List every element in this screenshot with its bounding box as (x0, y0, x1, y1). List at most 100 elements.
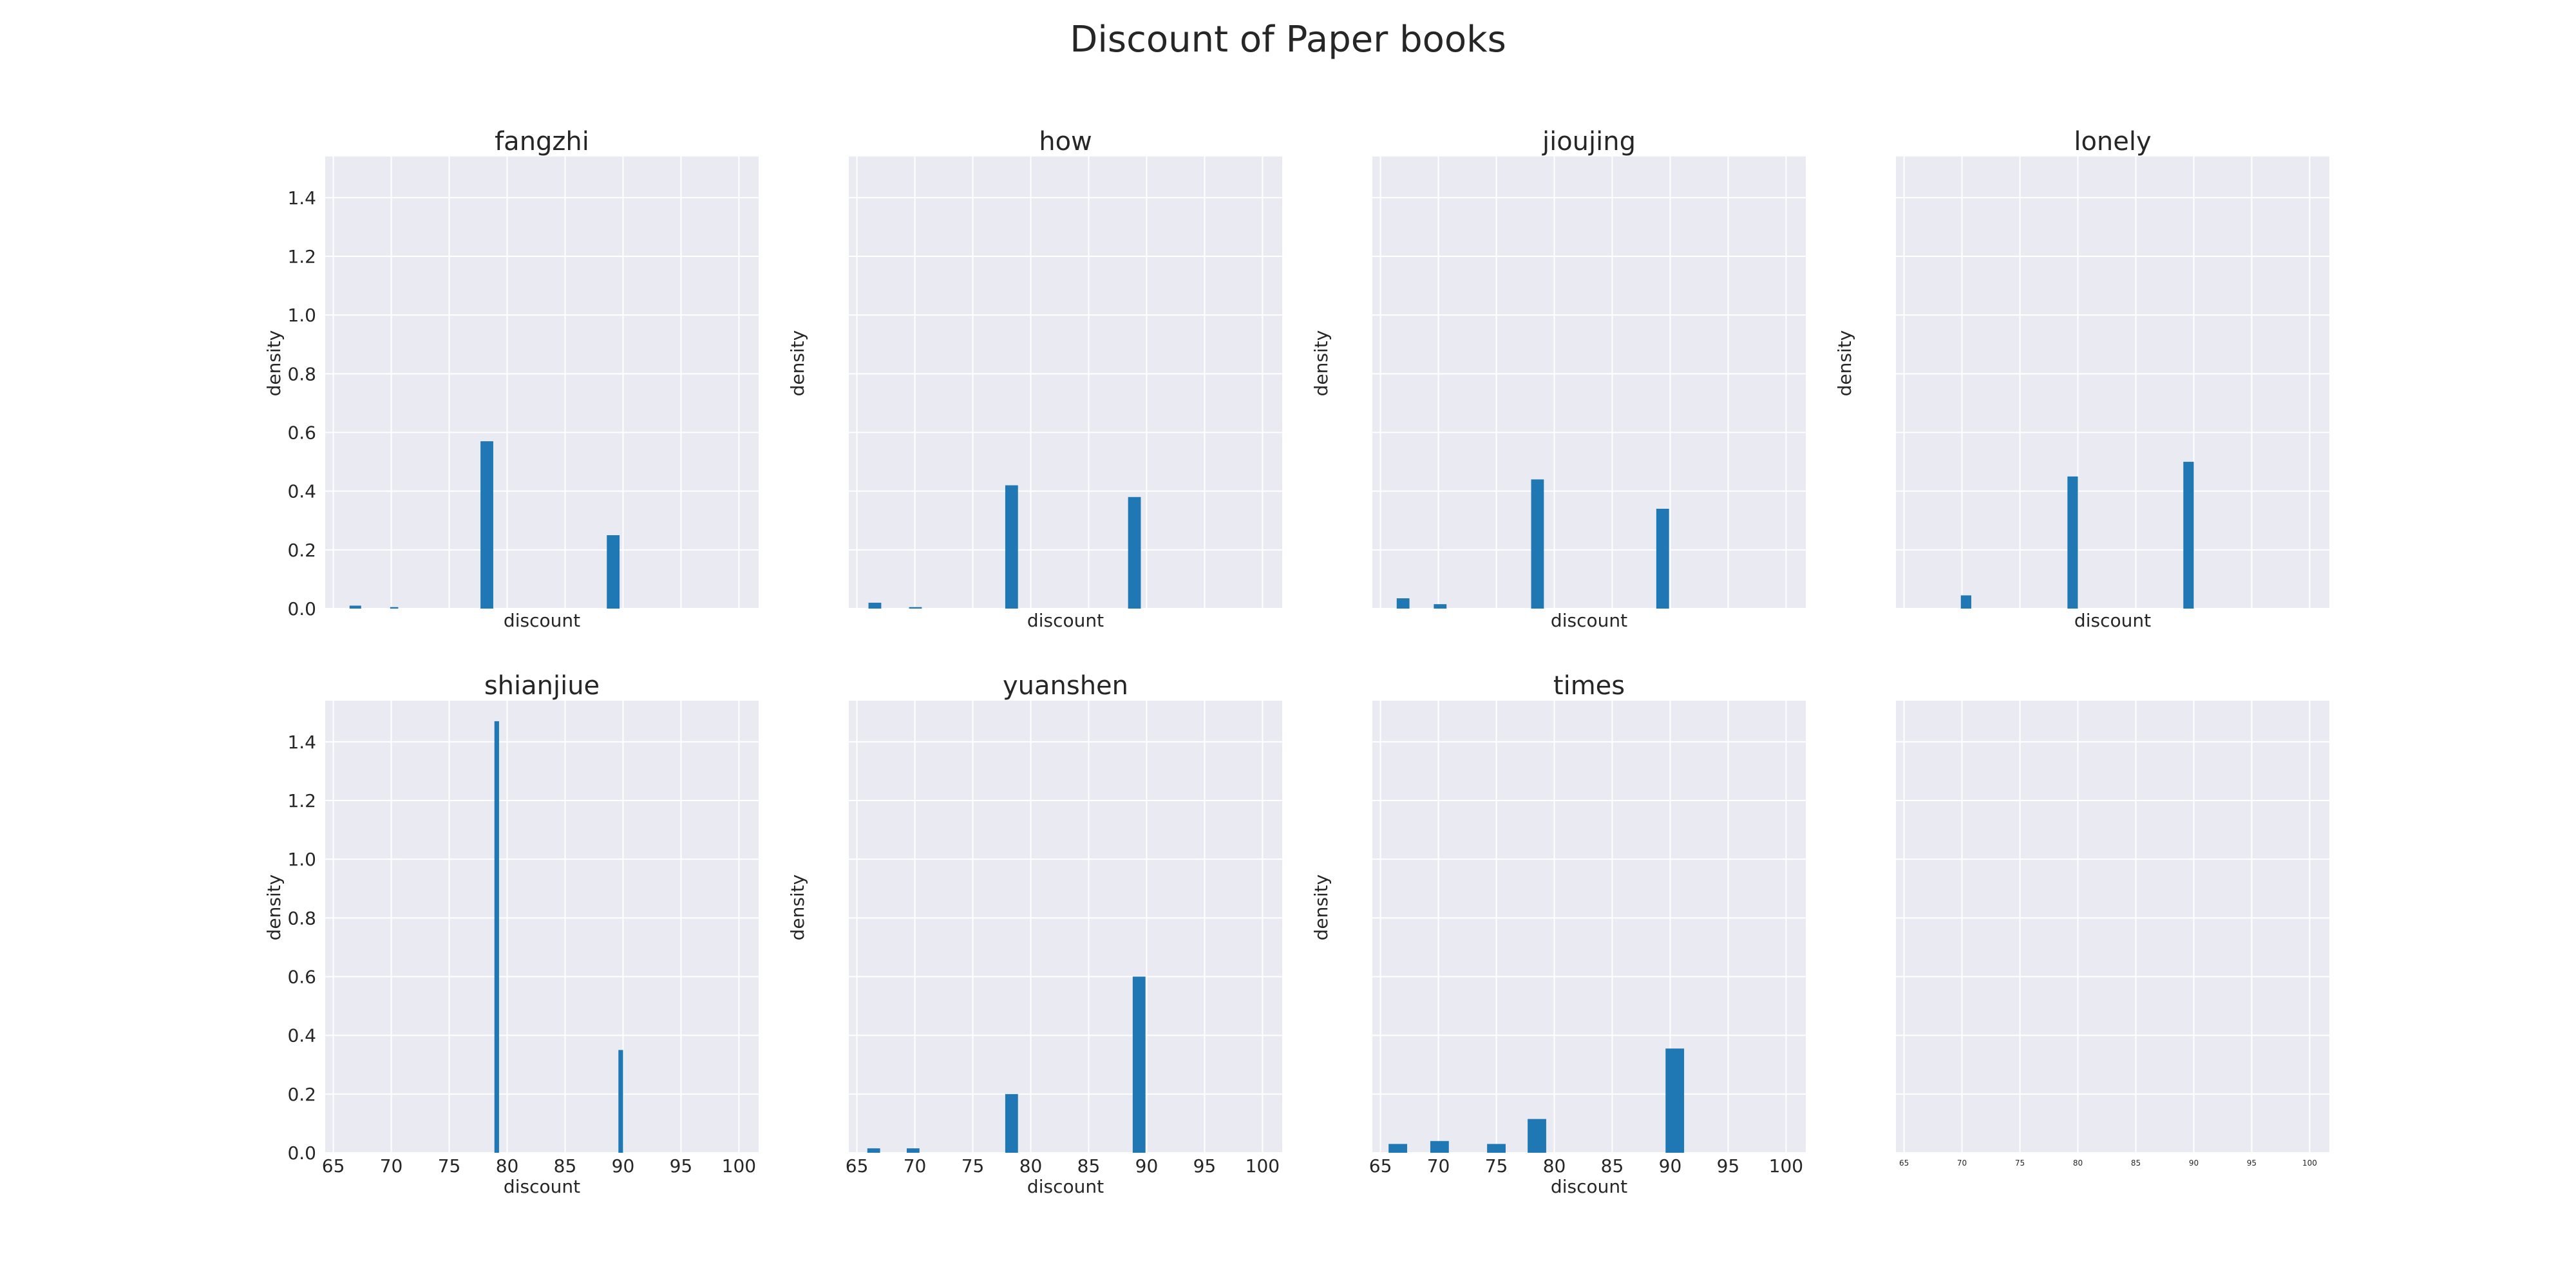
panel-1: how discount density (787, 127, 1282, 631)
panel-title: fangzhi (495, 127, 589, 156)
x-tick-label: 65 (1369, 1155, 1392, 1177)
y-tick-label: 0.8 (287, 363, 316, 384)
x-tick-label: 85 (1601, 1155, 1624, 1177)
x-tick-label: 95 (1193, 1155, 1217, 1177)
x-tick-label: 80 (496, 1155, 519, 1177)
x-tick-label: 85 (1077, 1155, 1101, 1177)
panel-7: 65 70 75 80 85 90 95 100 (1896, 701, 2329, 1168)
bar (1396, 598, 1410, 609)
plot-area (325, 156, 759, 609)
x-axis-label: discount (1027, 610, 1104, 631)
y-tick-label: 1.0 (287, 305, 316, 326)
bar (349, 605, 361, 609)
bar (1531, 479, 1544, 609)
x-tick-label: 75 (2015, 1159, 2025, 1168)
plot-area (849, 156, 1282, 609)
bar (2067, 476, 2078, 609)
plot-area (1896, 701, 2329, 1153)
y-axis-label: density (1311, 330, 1332, 397)
bar (906, 1148, 920, 1153)
bar (1430, 1141, 1449, 1153)
plot-area (1896, 156, 2329, 609)
plot-area (1372, 701, 1806, 1153)
bar (1656, 509, 1669, 609)
bar (867, 1148, 880, 1153)
x-axis-label: discount (2074, 610, 2151, 631)
x-tick-label: 95 (670, 1155, 693, 1177)
bar (1128, 497, 1141, 609)
x-tick-label: 90 (1135, 1155, 1159, 1177)
bar (909, 607, 922, 609)
bar (494, 721, 499, 1153)
y-axis-label: density (787, 330, 808, 397)
x-tick-label: 65 (846, 1155, 869, 1177)
bar (1665, 1048, 1685, 1153)
plot-area (1372, 156, 1806, 609)
panel-title: how (1039, 127, 1092, 156)
x-tick-label: 90 (2189, 1159, 2199, 1168)
panel-4: shianjiue discount density 65 70 75 80 85 90 95 10… (263, 671, 759, 1197)
y-axis-label: density (263, 875, 285, 941)
y-tick-label: 0.2 (287, 540, 316, 561)
y-tick-label: 0.4 (287, 481, 316, 502)
panel-title: jioujing (1542, 127, 1636, 156)
y-tick-label: 0.6 (287, 966, 316, 987)
x-axis-label: discount (504, 610, 580, 631)
panel-0: fangzhi discount density 0.0 0.2 0.4 0.6 0.8 1.0… (263, 127, 759, 631)
bar (1005, 1094, 1018, 1153)
y-axis-label: density (1311, 875, 1332, 941)
y-tick-label: 0.6 (287, 422, 316, 443)
y-axis-label: density (263, 330, 285, 397)
panel-title: lonely (2074, 127, 2151, 156)
x-tick-label: 100 (722, 1155, 756, 1177)
bar (607, 535, 620, 609)
y-tick-label: 0.4 (287, 1025, 316, 1046)
y-tick-label: 0.2 (287, 1084, 316, 1105)
y-tick-label: 0.0 (287, 598, 316, 620)
y-tick-label: 0.0 (287, 1142, 316, 1164)
small-multiples: fangzhi discount density 0.0 0.2 0.4 0.6 0.8 1.0… (263, 127, 2329, 1197)
x-tick-label: 65 (322, 1155, 345, 1177)
y-axis-label: density (787, 875, 808, 941)
panel-3: lonely discount density (1834, 127, 2329, 631)
x-tick-label: 100 (2302, 1159, 2317, 1168)
x-tick-label: 100 (1245, 1155, 1280, 1177)
plot-area (849, 701, 1282, 1153)
x-tick-label: 70 (1957, 1159, 1967, 1168)
x-tick-label: 75 (961, 1155, 985, 1177)
x-axis-label: discount (1551, 1176, 1627, 1197)
x-tick-label: 70 (904, 1155, 927, 1177)
x-tick-label: 95 (2247, 1159, 2257, 1168)
x-axis-label: discount (1551, 610, 1627, 631)
bar (1005, 485, 1018, 609)
panel-2: jioujing discount density (1311, 127, 1806, 631)
x-tick-label: 80 (1019, 1155, 1043, 1177)
x-tick-label: 75 (438, 1155, 461, 1177)
y-tick-label: 1.4 (287, 732, 316, 753)
bar (1487, 1144, 1506, 1153)
x-tick-label: 85 (2131, 1159, 2141, 1168)
x-tick-label: 70 (380, 1155, 403, 1177)
panel-title: times (1553, 671, 1625, 701)
panel-title: shianjiue (484, 671, 600, 701)
x-tick-label: 75 (1485, 1155, 1508, 1177)
x-tick-label: 90 (1659, 1155, 1682, 1177)
panel-title: yuanshen (1003, 671, 1128, 701)
x-tick-label: 85 (554, 1155, 577, 1177)
x-tick-label: 100 (1769, 1155, 1803, 1177)
y-tick-label: 0.8 (287, 907, 316, 929)
x-tick-label: 95 (1717, 1155, 1740, 1177)
panel-6: times discount density 65 70 75 80 85 90 95 100 (1311, 671, 1806, 1197)
x-tick-label: 80 (1543, 1155, 1566, 1177)
bar (480, 441, 493, 609)
bar (1960, 595, 1971, 609)
x-tick-label: 65 (1899, 1159, 1909, 1168)
y-tick-label: 1.2 (287, 790, 316, 811)
plot-area (325, 701, 759, 1153)
x-axis-label: discount (1027, 1176, 1104, 1197)
x-tick-label: 80 (2073, 1159, 2083, 1168)
y-tick-label: 1.0 (287, 849, 316, 870)
bar (1434, 604, 1447, 609)
figure-title: Discount of Paper books (1070, 19, 1506, 61)
